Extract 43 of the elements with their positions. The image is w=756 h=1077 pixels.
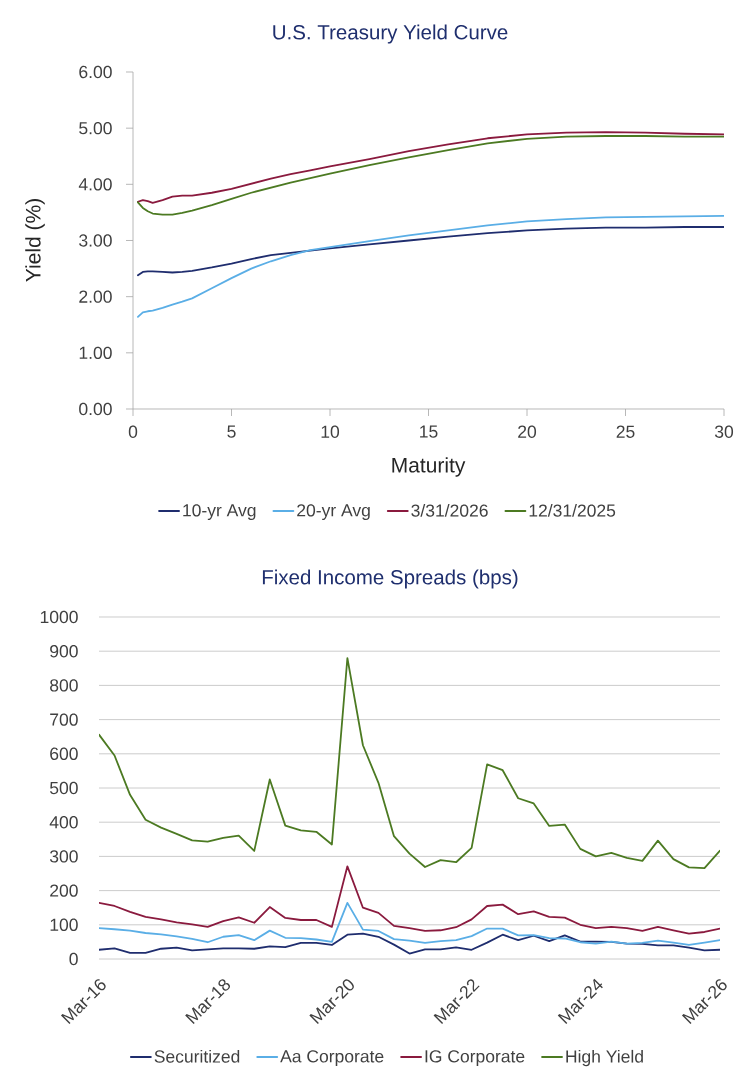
x-tick-label: 30 xyxy=(714,425,734,438)
y-tick-label: 100 xyxy=(50,918,78,931)
y-tick-label: 6.00 xyxy=(79,65,112,79)
x-tick-label: 20 xyxy=(518,425,537,438)
x-tick-label: 0 xyxy=(128,425,138,438)
x-axis-title: Maturity xyxy=(392,457,466,477)
x-tick-label: 5 xyxy=(227,425,236,438)
line-series xyxy=(99,902,721,946)
line-series xyxy=(99,657,721,869)
y-tick-label: 900 xyxy=(50,645,78,658)
chart-title: Fixed Income Spreads (bps) xyxy=(262,569,518,589)
y-tick-label: 4.00 xyxy=(78,178,112,191)
y-tick-label: 0.00 xyxy=(79,402,112,416)
legend-label: IG Corporate xyxy=(425,1050,525,1066)
legend-label: High Yield xyxy=(566,1049,643,1067)
y-tick-label: 0 xyxy=(69,952,78,966)
y-tick-label: 800 xyxy=(50,679,78,692)
y-tick-label: 2.00 xyxy=(79,290,112,303)
x-tick-label: 15 xyxy=(420,425,438,438)
chart-title: U.S. Treasury Yield Curve xyxy=(273,24,508,44)
y-tick-label: 5.00 xyxy=(79,121,112,135)
line-series xyxy=(137,214,725,318)
y-tick-label: 400 xyxy=(49,816,78,829)
legend-label: 10-yr Avg xyxy=(183,504,256,520)
legend-label: Aa Corporate xyxy=(280,1050,384,1066)
line-series xyxy=(99,932,721,955)
y-axis-title: Yield (%) xyxy=(25,199,45,282)
y-tick-label: 1000 xyxy=(40,610,78,624)
y-tick-label: 1.00 xyxy=(79,346,112,360)
y-tick-label: 200 xyxy=(50,884,78,897)
legend-label: Securitized xyxy=(154,1049,240,1063)
line-series xyxy=(99,865,721,935)
x-tick-label: 25 xyxy=(616,425,635,438)
line-series xyxy=(137,226,725,277)
legend-label: 12/31/2025 xyxy=(529,503,616,517)
y-tick-label: 600 xyxy=(50,747,78,760)
x-tick-label: 10 xyxy=(321,425,340,438)
y-tick-label: 500 xyxy=(49,781,78,795)
y-tick-label: 700 xyxy=(50,713,78,726)
legend-label: 3/31/2026 xyxy=(411,503,488,517)
legend-label: 20-yr Avg xyxy=(297,504,370,520)
y-tick-label: 3.00 xyxy=(79,234,112,247)
y-tick-label: 300 xyxy=(49,850,78,863)
